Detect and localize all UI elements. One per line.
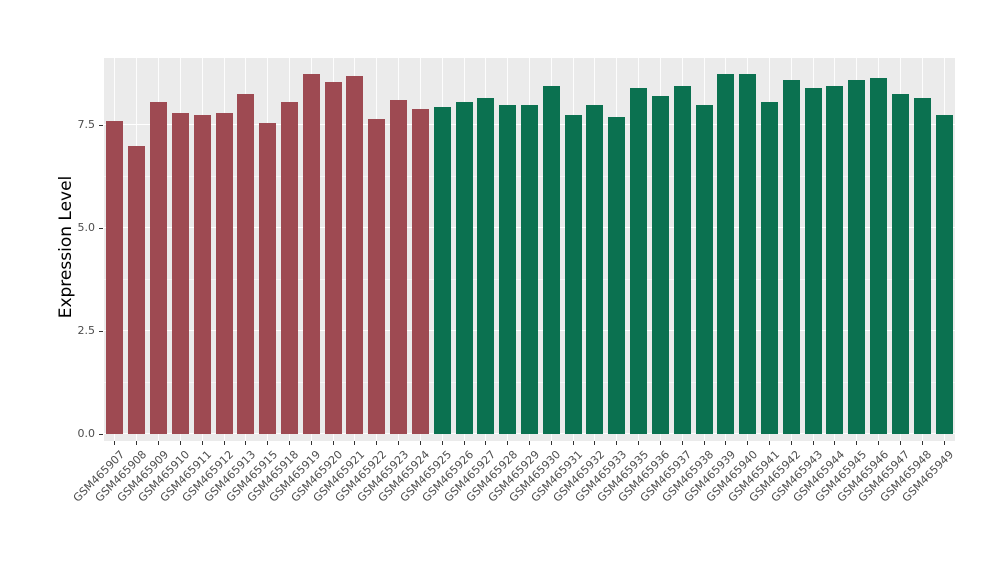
bar-GSM465928 [499, 104, 517, 434]
x-axis-tick [943, 441, 945, 445]
x-axis-tick [507, 441, 509, 445]
bar-GSM465924 [411, 108, 429, 434]
bar-GSM465918 [280, 102, 298, 434]
bar-GSM465932 [586, 104, 604, 434]
y-tick-label: 7.5 [77, 118, 96, 132]
x-axis-tick [899, 441, 901, 445]
x-axis-tick [812, 441, 814, 445]
bar-GSM465919 [302, 73, 320, 434]
x-axis-tick [856, 441, 858, 445]
y-tick-label: 5.0 [77, 221, 96, 235]
x-axis-tick [616, 441, 618, 445]
x-axis-tick [769, 441, 771, 445]
bar-GSM465947 [891, 94, 909, 434]
x-axis-tick [441, 441, 443, 445]
bar-GSM465933 [608, 116, 626, 434]
chart-panel [104, 58, 955, 441]
x-axis-tick [354, 441, 356, 445]
bar-GSM465942 [782, 79, 800, 434]
bar-GSM465945 [848, 79, 866, 434]
x-axis-tick [594, 441, 596, 445]
bar-GSM465939 [717, 73, 735, 434]
x-axis-tick [572, 441, 574, 445]
x-axis-tick [725, 441, 727, 445]
bar-GSM465929 [521, 104, 538, 434]
x-axis-tick [834, 441, 836, 445]
bar-GSM465923 [390, 100, 408, 434]
bar-GSM465944 [826, 86, 844, 434]
x-axis-tick [267, 441, 269, 445]
bar-GSM465941 [761, 102, 779, 434]
x-axis-tick [398, 441, 400, 445]
bar-GSM465920 [324, 81, 342, 434]
bar-GSM465922 [368, 118, 386, 434]
y-tick-label: 0.0 [77, 427, 96, 440]
x-axis-tick [878, 441, 880, 445]
x-axis-tick [179, 441, 181, 445]
y-axis-tick [99, 330, 103, 332]
bar-GSM465907 [106, 121, 124, 434]
x-axis-tick [245, 441, 247, 445]
bar-GSM465915 [259, 123, 277, 434]
x-axis-tick [332, 441, 334, 445]
x-axis-tick [223, 441, 225, 445]
x-axis-tick [703, 441, 705, 445]
x-axis-tick [529, 441, 530, 445]
x-axis-tick [659, 441, 661, 445]
bar-GSM465911 [193, 114, 211, 434]
bar-GSM465940 [739, 73, 757, 434]
bar-GSM465908 [128, 145, 146, 434]
bar-GSM465930 [542, 86, 560, 434]
bar-GSM465912 [215, 112, 233, 434]
bar-GSM465927 [477, 98, 495, 434]
bar-GSM465931 [564, 114, 582, 434]
bar-GSM465925 [433, 106, 451, 434]
y-axis-tick [99, 124, 103, 126]
x-axis-tick [419, 441, 421, 445]
bar-GSM465909 [150, 102, 168, 434]
bar-GSM465926 [455, 102, 473, 434]
x-axis-tick [376, 441, 378, 445]
bar-GSM465936 [651, 96, 669, 434]
bar-GSM465921 [346, 75, 364, 434]
bar-GSM465943 [804, 88, 822, 434]
bar-GSM465935 [630, 88, 648, 434]
x-axis-tick [790, 441, 792, 445]
y-axis-tick [99, 227, 103, 229]
x-axis-tick [201, 441, 203, 445]
bar-GSM465938 [695, 104, 713, 434]
x-axis-tick [921, 441, 923, 445]
x-axis-tick [681, 441, 683, 445]
x-axis-tick [638, 441, 640, 445]
x-axis-tick [550, 441, 552, 445]
x-axis-tick [136, 441, 138, 445]
bar-GSM465946 [870, 77, 888, 434]
x-axis-tick [114, 441, 116, 445]
x-axis-tick [463, 441, 465, 445]
y-axis-tick [99, 433, 103, 435]
x-axis-tick [485, 441, 487, 445]
bar-GSM465913 [237, 94, 255, 434]
y-tick-label: 2.5 [77, 324, 96, 338]
x-axis-tick [747, 441, 749, 445]
bar-GSM465949 [935, 114, 953, 434]
x-axis-tick [288, 441, 290, 445]
bar-GSM465948 [913, 98, 931, 434]
x-axis-tick [310, 441, 312, 445]
bar-GSM465910 [171, 112, 189, 434]
bar-GSM465937 [673, 86, 691, 434]
y-axis-title: Expression Level [56, 175, 76, 319]
x-axis-tick [158, 441, 160, 445]
